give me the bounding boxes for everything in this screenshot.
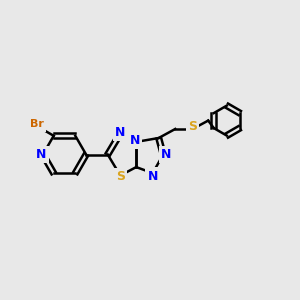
Text: N: N [130, 134, 140, 147]
Text: Br: Br [30, 119, 44, 129]
Text: S: S [188, 119, 197, 133]
Text: N: N [161, 148, 171, 161]
Text: N: N [148, 169, 158, 183]
Text: N: N [115, 125, 125, 139]
Text: N: N [36, 148, 46, 161]
Text: S: S [116, 170, 125, 184]
